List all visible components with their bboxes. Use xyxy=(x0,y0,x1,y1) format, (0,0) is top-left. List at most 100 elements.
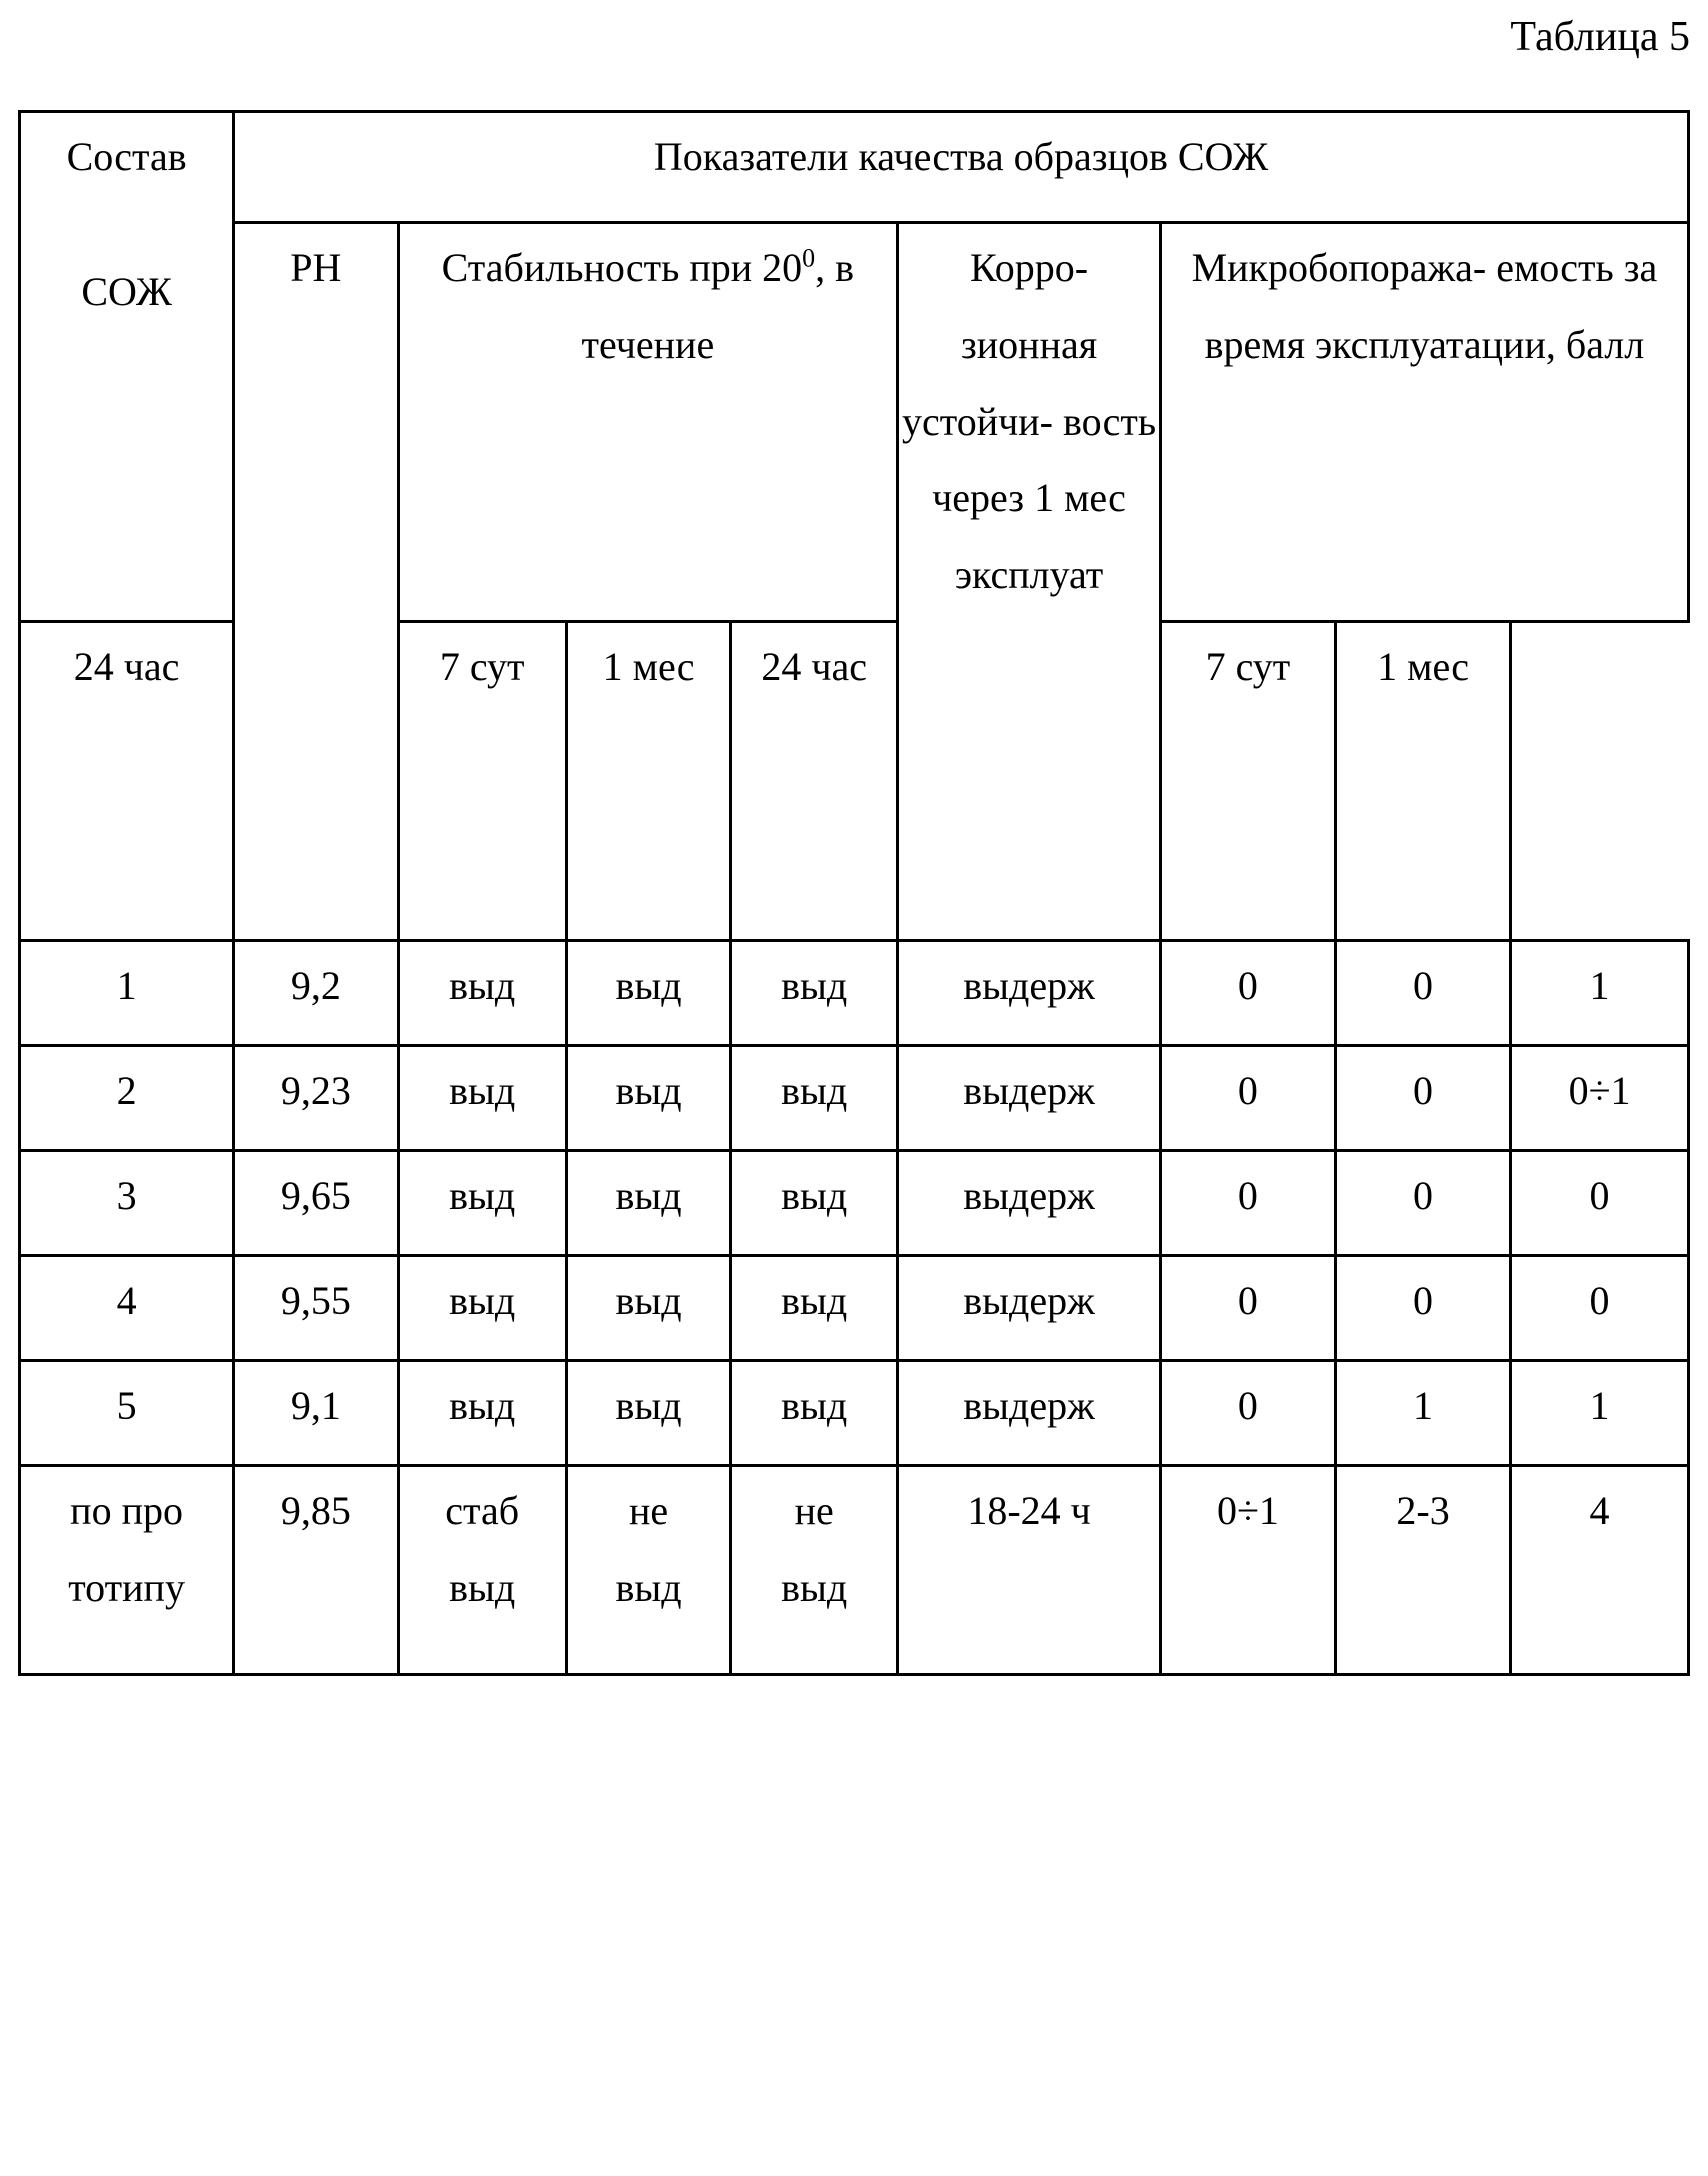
cell-micro-7d: 0 xyxy=(1335,941,1510,1046)
cell-micro-24h: 0 xyxy=(1160,941,1335,1046)
cell-stab-7d: выд xyxy=(566,941,730,1046)
header-microbial-line1: Микробопоража- xyxy=(1192,245,1487,290)
header-ph: PH xyxy=(234,223,398,941)
cell-corrosion: выдерж xyxy=(898,1151,1161,1256)
spacer xyxy=(23,196,230,254)
cell-stab-24h: выд xyxy=(398,1151,566,1256)
header-micro-7d-line2: сут xyxy=(1236,644,1291,689)
cell-ph: 9,85 xyxy=(234,1466,398,1675)
cell-micro-7d: 0 xyxy=(1335,1046,1510,1151)
cell-micro-1m: 1 xyxy=(1511,1361,1689,1466)
cell-state: 4 xyxy=(20,1256,234,1361)
header-micro-24h: 24 час xyxy=(731,622,898,941)
cell-stab-7d-line1: не xyxy=(570,1473,727,1550)
cell-ph: 9,23 xyxy=(234,1046,398,1151)
cell-micro-1m: 0 xyxy=(1511,1256,1689,1361)
cell-stab-7d: выд xyxy=(566,1256,730,1361)
header-corrosion-line2: зионная xyxy=(961,322,1097,367)
cell-ph: 9,2 xyxy=(234,941,398,1046)
header-sostav-sozh: Состав СОЖ xyxy=(20,112,234,622)
table-row: 5 9,1 выд выд выд выдерж 0 1 1 xyxy=(20,1361,1689,1466)
cell-micro-1m: 4 xyxy=(1511,1466,1689,1675)
header-microbial-line3: эксплуатации, xyxy=(1315,322,1556,367)
header-row-group: Состав СОЖ Показатели качества образцов … xyxy=(20,112,1689,223)
header-quality-indicators: Показатели качества образцов СОЖ xyxy=(234,112,1689,223)
cell-corrosion: выдерж xyxy=(898,1361,1161,1466)
cell-micro-7d: 0 xyxy=(1335,1256,1510,1361)
cell-ph: 9,55 xyxy=(234,1256,398,1361)
table-row: 2 9,23 выд выд выд выдерж 0 0 0÷1 xyxy=(20,1046,1689,1151)
cell-corrosion: выдерж xyxy=(898,1046,1161,1151)
cell-stab-24h-line1: стаб xyxy=(402,1473,563,1550)
cell-micro-24h: 0 xyxy=(1160,1046,1335,1151)
cell-ph: 9,65 xyxy=(234,1151,398,1256)
cell-stab-1m: выд xyxy=(731,1256,898,1361)
table-row: 3 9,65 выд выд выд выдерж 0 0 0 xyxy=(20,1151,1689,1256)
table-row: по про тотипу 9,85 стаб выд не выд не вы… xyxy=(20,1466,1689,1675)
table-row: 4 9,55 выд выд выд выдерж 0 0 0 xyxy=(20,1256,1689,1361)
header-micro-7d: 7 сут xyxy=(1160,622,1335,941)
header-microbial: Микробопоража- емость за время эксплуата… xyxy=(1160,223,1688,622)
header-stability-line1: Стабильность при xyxy=(442,245,753,290)
header-stab-1m-line2: мес xyxy=(633,644,695,689)
cell-stab-24h: выд xyxy=(398,1046,566,1151)
header-sostav-line1: Состав xyxy=(67,134,187,179)
header-micro-1m-line2: мес xyxy=(1407,644,1469,689)
header-stability-degree: 0 xyxy=(802,244,815,273)
header-stability-temp: 20 xyxy=(762,245,802,290)
cell-state: 2 xyxy=(20,1046,234,1151)
cell-stab-24h: выд xyxy=(398,1361,566,1466)
cell-state: 1 xyxy=(20,941,234,1046)
cell-stab-1m: выд xyxy=(731,941,898,1046)
table-row: 1 9,2 выд выд выд выдерж 0 0 1 xyxy=(20,941,1689,1046)
header-stab-7d-line1: 7 сут xyxy=(440,644,525,689)
header-corrosion-line1: Корро- xyxy=(970,245,1088,290)
table-caption: Таблица 5 xyxy=(1510,14,1690,60)
header-corrosion-sub-line2: мес xyxy=(1064,475,1126,520)
cell-stab-24h: выд xyxy=(398,941,566,1046)
cell-stab-7d: выд xyxy=(566,1151,730,1256)
cell-stab-7d: выд xyxy=(566,1361,730,1466)
header-stab-24h-line2: час xyxy=(124,644,180,689)
cell-state: 3 xyxy=(20,1151,234,1256)
header-corrosion-sub-line3: эксплуат xyxy=(955,552,1103,597)
cell-micro-24h: 0 xyxy=(1160,1256,1335,1361)
cell-stab-24h: выд xyxy=(398,1256,566,1361)
cell-state: по про тотипу xyxy=(20,1466,234,1675)
quality-indicators-table: Состав СОЖ Показатели качества образцов … xyxy=(18,110,1690,1676)
cell-micro-24h: 0 xyxy=(1160,1151,1335,1256)
header-stab-7d: 7 сут xyxy=(398,622,566,941)
cell-stab-1m-line1: не xyxy=(734,1473,894,1550)
header-sostav-line2: СОЖ xyxy=(81,269,171,314)
cell-micro-7d: 2-3 xyxy=(1335,1466,1510,1675)
cell-state-line1: по про xyxy=(23,1473,230,1550)
header-stab-24h: 24 час xyxy=(20,622,234,941)
header-stability: Стабильность при 200, в течение xyxy=(398,223,898,622)
cell-stab-7d: не выд xyxy=(566,1466,730,1675)
cell-stab-24h: стаб выд xyxy=(398,1466,566,1675)
cell-corrosion: 18-24 ч xyxy=(898,1466,1161,1675)
cell-micro-24h: 0÷1 xyxy=(1160,1466,1335,1675)
cell-stab-24h-line2: выд xyxy=(402,1550,563,1627)
header-micro-1m-line1: 1 xyxy=(1377,644,1397,689)
cell-micro-7d: 1 xyxy=(1335,1361,1510,1466)
header-stab-24h-line1: 24 xyxy=(74,644,114,689)
cell-state: 5 xyxy=(20,1361,234,1466)
cell-stab-1m: не выд xyxy=(731,1466,898,1675)
cell-ph: 9,1 xyxy=(234,1361,398,1466)
cell-stab-7d: выд xyxy=(566,1046,730,1151)
header-microbial-line4: балл xyxy=(1566,322,1644,367)
header-corrosion: Корро- зионная устойчи- вость через 1 ме… xyxy=(898,223,1161,941)
header-stab-1m: 1 мес xyxy=(566,622,730,941)
cell-stab-1m: выд xyxy=(731,1046,898,1151)
header-corrosion-line3: устойчи- xyxy=(902,399,1053,444)
header-micro-7d-line1: 7 xyxy=(1206,644,1226,689)
cell-stab-1m-line2: выд xyxy=(734,1550,894,1627)
cell-stab-1m: выд xyxy=(731,1151,898,1256)
header-corrosion-sub-line1: через 1 xyxy=(932,475,1054,520)
cell-stab-1m: выд xyxy=(731,1361,898,1466)
cell-state-line2: тотипу xyxy=(23,1550,230,1627)
cell-stab-7d-line2: выд xyxy=(570,1550,727,1627)
header-micro-24h-line2: час xyxy=(811,644,867,689)
header-micro-24h-line1: 24 xyxy=(761,644,801,689)
